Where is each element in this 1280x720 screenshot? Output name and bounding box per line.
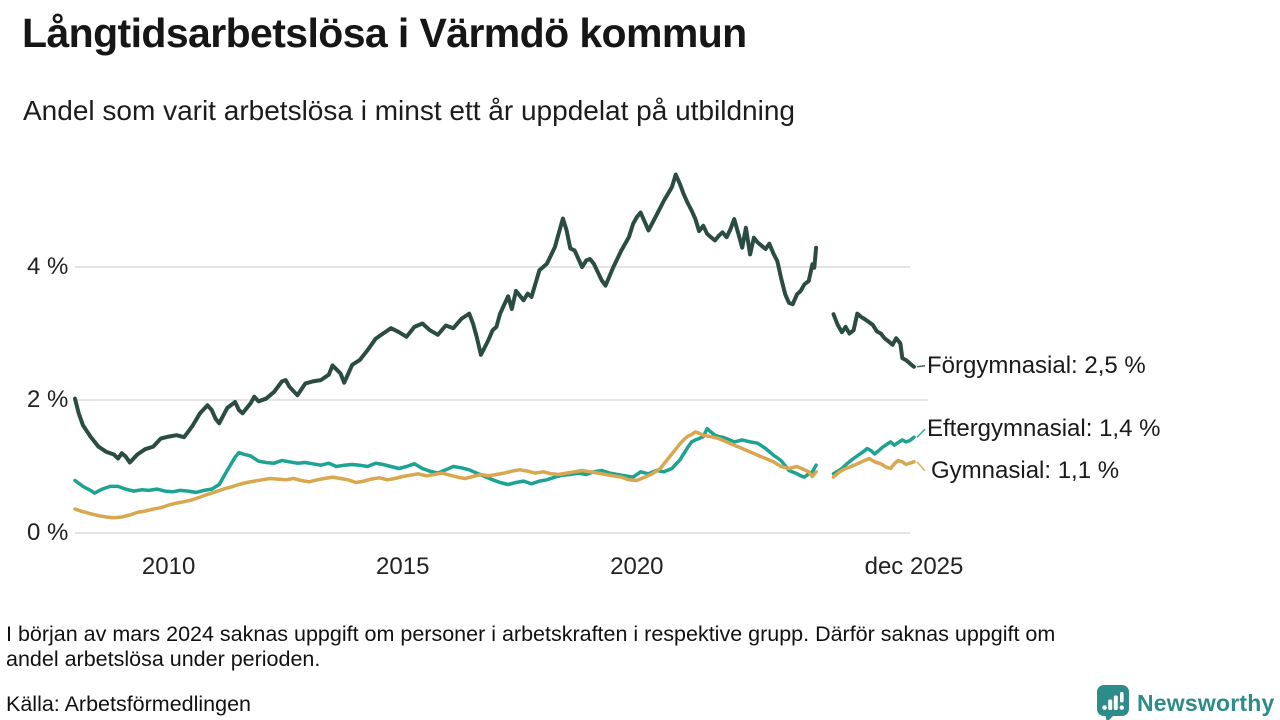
footnote-line-2: andel arbetslösa under perioden. [6, 647, 321, 671]
line-eftergymnasial-segment-2 [831, 435, 916, 476]
y-tick-label-2: 2 % [27, 386, 69, 413]
newsworthy-wordmark: Newsworthy [1137, 690, 1275, 716]
line-gymnasial-segment-1 [73, 430, 818, 520]
label-connector-forgymnasial [916, 364, 926, 368]
line-forgymnasial-segment-1 [73, 172, 819, 465]
y-tick-label-4: 4 % [27, 253, 69, 280]
footnote-line-1: I början av mars 2024 saknas uppgift om … [6, 622, 1056, 646]
y-tick-label-0: 0 % [27, 519, 69, 546]
label-connectors-layer [916, 364, 926, 472]
line-forgymnasial-segment-2 [831, 311, 916, 369]
newsworthy-chart-bubble-icon [1097, 685, 1129, 720]
x-tick-label-dec-2025: dec 2025 [864, 553, 964, 580]
gridlines-layer [75, 266, 928, 534]
x-tick-label-2010: 2010 [141, 553, 196, 580]
newsworthy-branding: Newsworthy [1097, 685, 1274, 720]
source-credit: Källa: Arbetsförmedlingen [6, 692, 252, 716]
page-title: Långtidsarbetslösa i Värmdö kommun [22, 10, 747, 56]
label-connector-eftergymnasial [916, 428, 926, 438]
x-tick-label-2015: 2015 [376, 553, 430, 580]
line-gymnasial-segment-2 [831, 456, 916, 479]
chart-subtitle: Andel som varit arbetslösa i minst ett å… [23, 95, 795, 126]
series-lines-layer [73, 172, 916, 520]
line-eftergymnasial-segment-1 [73, 426, 818, 495]
chart-footnote: I början av mars 2024 saknas uppgift om … [6, 622, 1266, 672]
series-label-eftergymnasial: Eftergymnasial: 1,4 % [927, 415, 1161, 443]
series-label-forgymnasial: Förgymnasial: 2,5 % [927, 351, 1146, 379]
x-tick-label-2020: 2020 [610, 553, 664, 580]
series-label-gymnasial: Gymnasial: 1,1 % [931, 456, 1120, 484]
label-connector-gymnasial [916, 461, 926, 472]
